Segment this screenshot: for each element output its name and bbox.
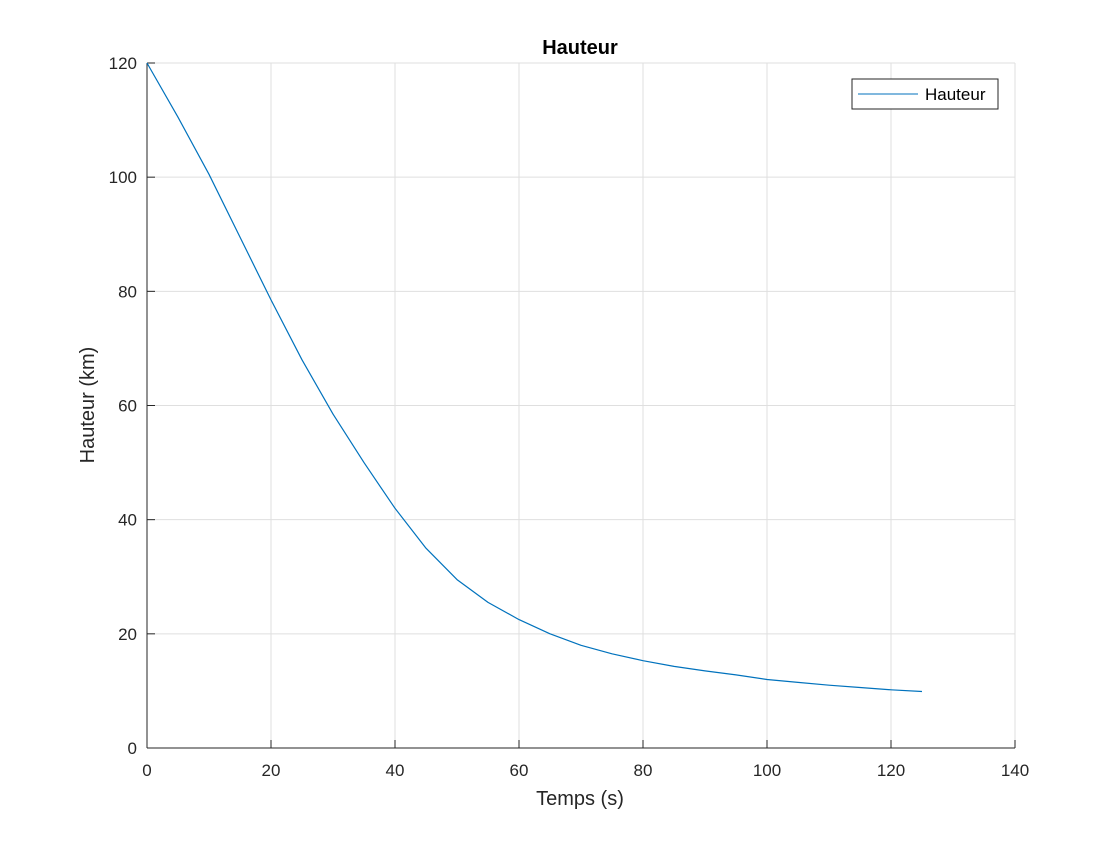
y-axis-label: Hauteur (km): [77, 347, 99, 464]
y-tick-label: 60: [118, 397, 137, 416]
x-tick-label: 100: [753, 761, 781, 780]
x-tick-label: 140: [1001, 761, 1029, 780]
y-tick-label: 80: [118, 282, 137, 301]
series-line: [146, 62, 923, 693]
x-tick-label: 80: [634, 761, 653, 780]
y-tick-label: 40: [118, 511, 137, 530]
x-tick-label: 120: [877, 761, 905, 780]
y-tick-label: 20: [118, 625, 137, 644]
series-layer: [146, 62, 923, 693]
x-axis-label: Temps (s): [536, 788, 624, 810]
y-tick-label: 0: [128, 739, 137, 758]
legend: Hauteur: [851, 78, 999, 110]
y-tick-label: 120: [109, 54, 137, 73]
x-tick-label: 0: [142, 761, 151, 780]
grid: [146, 62, 1016, 749]
x-tick-label: 60: [510, 761, 529, 780]
y-tick-label: 100: [109, 168, 137, 187]
tick-labels: 0 20 40 60 80 100 120 140 0 20 40 60 80 100 120: [109, 54, 1030, 780]
x-tick-label: 20: [262, 761, 281, 780]
chart-title: Hauteur: [542, 37, 618, 59]
axes: [146, 62, 1016, 749]
x-tick-label: 40: [386, 761, 405, 780]
legend-label: Hauteur: [925, 85, 986, 104]
